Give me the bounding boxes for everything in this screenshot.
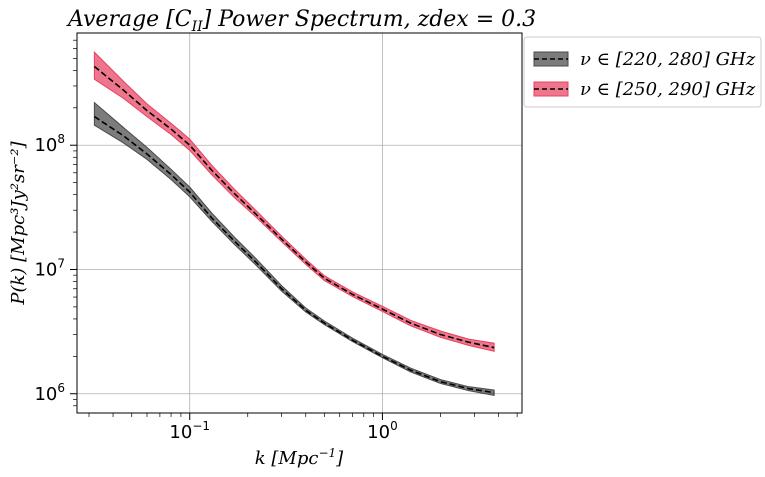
legend-entry-0: ν ∈ [220, 280] GHz bbox=[533, 49, 756, 70]
series-line-1 bbox=[93, 65, 495, 349]
y-tick-label: 107 bbox=[34, 256, 65, 280]
y-axis-label: P(k) [Mpc³Jy²sr⁻²] bbox=[8, 140, 29, 305]
legend-entry-1: ν ∈ [250, 290] GHz bbox=[533, 79, 756, 100]
ticks bbox=[70, 39, 518, 420]
legend: ν ∈ [220, 280] GHz ν ∈ [250, 290] GHz bbox=[523, 36, 762, 108]
series-line-0 bbox=[93, 115, 495, 394]
legend-label-0: ν ∈ [220, 280] GHz bbox=[580, 49, 756, 70]
legend-box bbox=[523, 36, 762, 108]
grid bbox=[77, 33, 522, 413]
x-tick-label: 10−1 bbox=[169, 419, 210, 443]
series-band-1 bbox=[93, 51, 495, 352]
chart-title: Average [CII] Power Spectrum, zdex = 0.3 bbox=[66, 7, 536, 35]
x-axis-label: k [Mpc−1] bbox=[255, 446, 344, 469]
x-tick-label: 100 bbox=[367, 419, 398, 443]
series-band-0 bbox=[93, 101, 495, 396]
series-layer bbox=[93, 51, 495, 396]
y-tick-label: 108 bbox=[34, 132, 65, 156]
y-tick-label: 106 bbox=[34, 381, 65, 405]
tick-labels: 10−1 100 106 107 108 bbox=[34, 132, 397, 443]
legend-label-1: ν ∈ [250, 290] GHz bbox=[580, 79, 756, 100]
plot-frame bbox=[76, 32, 523, 414]
